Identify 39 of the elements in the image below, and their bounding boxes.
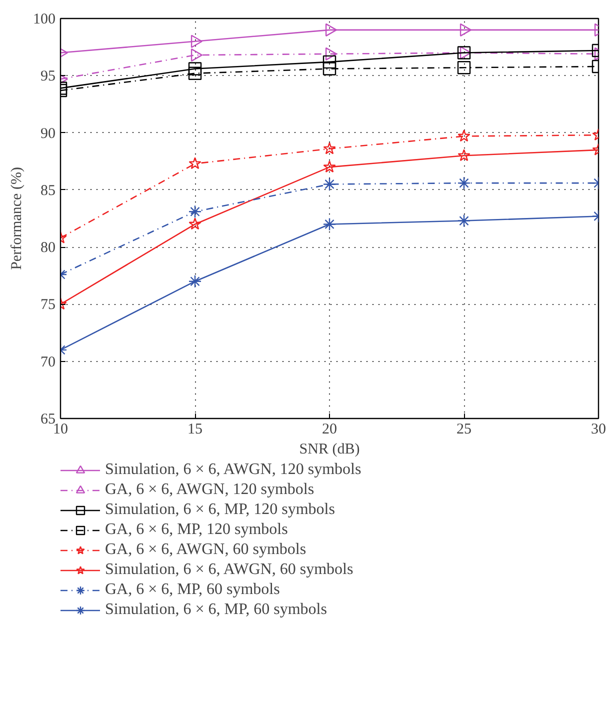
y-tick-label: 100 (33, 12, 56, 28)
x-tick-label: 15 (188, 422, 202, 438)
legend-label: Simulation, 6 × 6, AWGN, 120 symbols (105, 460, 362, 480)
point (323, 142, 336, 154)
point (322, 218, 336, 231)
y-tick-label: 65 (40, 412, 56, 428)
x-tick-label: 25 (456, 422, 472, 438)
legend-label: GA, 6 × 6, MP, 120 symbols (105, 520, 288, 540)
y-tick-label: 95 (40, 68, 56, 85)
y-tick-label: 75 (40, 297, 56, 314)
point (458, 149, 470, 162)
point (323, 160, 336, 173)
point (322, 178, 336, 191)
point (457, 214, 471, 228)
point (322, 62, 336, 76)
y-tick-label: 85 (40, 182, 56, 199)
y-tick-label: 90 (40, 126, 56, 142)
point (325, 23, 338, 37)
legend-label: Simulation, 6 × 6, MP, 60 symbols (105, 600, 327, 620)
x-axis-title: SNR (dB) (299, 442, 360, 458)
x-tick-label: 10 (53, 422, 68, 438)
legend-label: GA, 6 × 6, AWGN, 60 symbols (105, 540, 306, 560)
point (322, 55, 336, 69)
legend-label: GA, 6 × 6, MP, 60 symbols (105, 580, 280, 600)
y-axis-title: Performance (%) (9, 167, 25, 270)
point (325, 47, 338, 61)
point (457, 61, 471, 74)
point (458, 130, 470, 142)
legend-label: Simulation, 6 × 6, AWGN, 60 symbols (105, 560, 354, 580)
legend-label: Simulation, 6 × 6, MP, 120 symbols (105, 500, 335, 520)
y-tick-label: 80 (40, 240, 56, 256)
point (457, 176, 471, 190)
point (457, 46, 471, 60)
point (190, 34, 203, 48)
x-tick-label: 20 (322, 422, 337, 438)
x-tick-label: 30 (591, 422, 606, 438)
point (190, 48, 203, 62)
y-tick-label: 70 (40, 354, 56, 370)
legend-label: GA, 6 × 6, AWGN, 120 symbols (105, 480, 314, 500)
